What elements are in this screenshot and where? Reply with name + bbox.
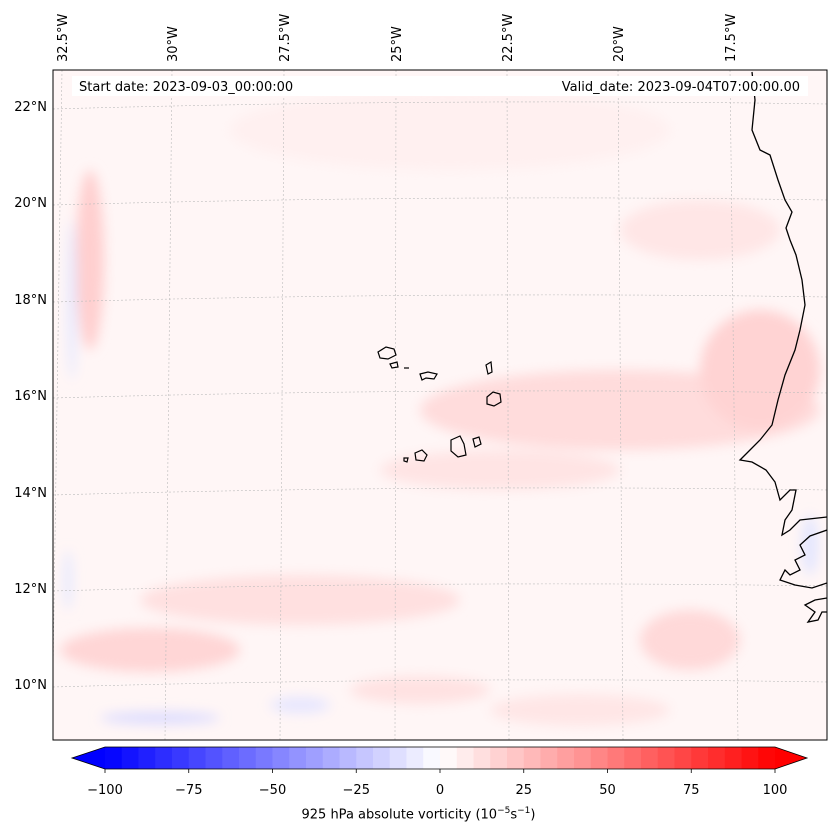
longitude-labels: 32.5°W 30°W 27.5°W 25°W 22.5°W 20°W 17.5°W xyxy=(56,14,739,62)
colorbar-segment xyxy=(708,747,726,769)
colorbar-segment xyxy=(641,747,659,769)
colorbar-tick-label: 75 xyxy=(683,783,700,798)
colorbar-segment xyxy=(373,747,391,769)
map-frame xyxy=(52,69,828,741)
colorbar-label-exp2: −1 xyxy=(517,806,531,816)
colorbar-segment xyxy=(105,747,123,769)
colorbar-segment xyxy=(138,747,156,769)
colorbar-segment xyxy=(205,747,223,769)
latitude-labels: 22°N 20°N 18°N 16°N 14°N 12°N 10°N xyxy=(14,100,47,693)
colorbar xyxy=(70,746,809,770)
lon-label: 32.5°W xyxy=(56,14,71,62)
colorbar-segment xyxy=(674,747,692,769)
lat-label: 12°N xyxy=(14,582,47,597)
colorbar-segment xyxy=(440,747,458,769)
colorbar-segment xyxy=(523,747,542,769)
africa-coastline xyxy=(738,71,827,623)
lat-label: 14°N xyxy=(14,486,47,501)
colorbar-segment xyxy=(758,747,776,769)
colorbar-segment xyxy=(289,747,307,769)
colorbar-segment xyxy=(239,747,257,769)
lat-label: 22°N xyxy=(14,100,47,115)
lon-label: 22.5°W xyxy=(501,14,516,62)
colorbar-segment xyxy=(306,747,324,769)
colorbar-min-extend xyxy=(72,747,105,769)
colorbar-tick-label: −25 xyxy=(343,783,370,798)
colorbar-tick-label: 25 xyxy=(515,783,532,798)
lon-label: 30°W xyxy=(166,26,181,62)
colorbar-tick-label: −50 xyxy=(259,783,286,798)
colorbar-segment xyxy=(339,747,357,769)
colorbar-tick-label: 50 xyxy=(599,783,616,798)
colorbar-segment xyxy=(507,747,525,769)
colorbar-segment xyxy=(607,747,625,769)
lon-label: 25°W xyxy=(390,26,405,62)
map-panel xyxy=(53,70,827,740)
colorbar-segment xyxy=(272,747,290,769)
colorbar-segment xyxy=(657,747,676,769)
lon-label: 20°W xyxy=(612,26,627,62)
colorbar-segment xyxy=(322,747,341,769)
colorbar-segment xyxy=(222,747,240,769)
colorbar-segment xyxy=(557,747,575,769)
colorbar-segment xyxy=(356,747,374,769)
colorbar-segment xyxy=(473,747,491,769)
colorbar-tick-label: −100 xyxy=(87,783,123,798)
colorbar-tick-label: −75 xyxy=(175,783,202,798)
colorbar-max-extend xyxy=(775,747,807,769)
colorbar-segment xyxy=(741,747,759,769)
colorbar-segment xyxy=(691,747,709,769)
colorbar-segment xyxy=(590,747,609,769)
start-date-label: Start date: 2023-09-03_00:00:00 xyxy=(79,80,293,95)
colorbar-label-mid: s xyxy=(510,807,518,823)
colorbar-segment xyxy=(188,747,207,769)
vorticity-field xyxy=(60,90,820,726)
colorbar-label: 925 hPa absolute vorticity (10−5s−1) xyxy=(0,806,837,822)
colorbar-label-suffix: ) xyxy=(530,807,536,823)
colorbar-segment xyxy=(255,747,274,769)
colorbar-label-exp1: −5 xyxy=(497,806,511,816)
colorbar-segment xyxy=(456,747,475,769)
colorbar-segment xyxy=(121,747,140,769)
colorbar-segment xyxy=(423,747,441,769)
colorbar-segment xyxy=(155,747,173,769)
colorbar-segment xyxy=(389,747,408,769)
lon-label: 17.5°W xyxy=(724,14,739,62)
colorbar-tick-label: 0 xyxy=(436,783,444,798)
lat-label: 18°N xyxy=(14,293,47,308)
colorbar-segment xyxy=(490,747,508,769)
colorbar-label-prefix: 925 hPa absolute vorticity (10 xyxy=(301,807,498,823)
colorbar-segment xyxy=(540,747,558,769)
lon-label: 27.5°W xyxy=(278,14,293,62)
lat-label: 16°N xyxy=(14,389,47,404)
colorbar-segment xyxy=(574,747,592,769)
cape-verde-islands xyxy=(377,346,502,463)
colorbar-tick-label: 100 xyxy=(763,783,788,798)
valid-date-label: Valid_date: 2023-09-04T07:00:00.00 xyxy=(562,80,800,95)
lat-label: 10°N xyxy=(14,678,47,693)
colorbar-segment xyxy=(172,747,190,769)
colorbar-segment xyxy=(724,747,743,769)
lat-label: 20°N xyxy=(14,196,47,211)
info-box xyxy=(72,76,808,96)
colorbar-ticks: −100 −75 −50 −25 0 25 50 75 100 xyxy=(87,769,787,798)
colorbar-segment xyxy=(624,747,642,769)
colorbar-segment xyxy=(406,747,424,769)
